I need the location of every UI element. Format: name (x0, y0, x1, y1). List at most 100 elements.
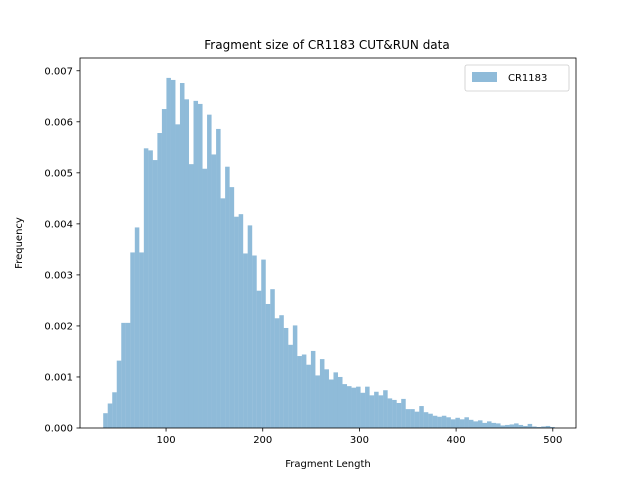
histogram-bar (198, 103, 203, 429)
histogram-bar (270, 289, 275, 428)
histogram-bar (256, 290, 262, 428)
plot-frame (79, 57, 577, 429)
histogram-bar (283, 327, 289, 428)
histogram-bar (450, 419, 456, 428)
histogram-bar (202, 168, 208, 429)
histogram-bar (414, 411, 420, 428)
histogram-bar (369, 395, 375, 428)
y-tick-label: 0.000 (44, 424, 73, 435)
histogram-bar (337, 376, 343, 428)
histogram-bar (550, 426, 555, 428)
histogram-bar (107, 403, 113, 428)
histogram-bar (468, 419, 474, 428)
histogram-bar (401, 398, 406, 428)
y-tick-label: 0.003 (44, 270, 73, 281)
x-tick-label: 400 (447, 435, 466, 446)
histogram-bar (342, 384, 348, 428)
x-tick-label: 300 (350, 435, 369, 446)
y-axis-label: Frequency (14, 217, 25, 269)
legend-swatch (472, 72, 497, 82)
histogram-bar (432, 415, 438, 428)
histogram-bar (347, 386, 352, 428)
histogram-bar (288, 344, 293, 428)
histogram-bar (188, 164, 194, 428)
histogram-bar (505, 424, 510, 428)
histogram-bar (514, 423, 519, 428)
legend-box (464, 64, 570, 92)
histogram-bar (161, 109, 167, 428)
y-axis: 0.000 0.001 0.002 0.003 0.004 0.005 0.006 0.007 (44, 66, 80, 435)
histogram-bar (143, 148, 149, 428)
histogram-bar (211, 154, 217, 428)
histogram-bar (220, 198, 226, 428)
histogram-bar (482, 422, 488, 428)
y-tick-label: 0.007 (44, 66, 73, 77)
histogram-bar (193, 100, 199, 429)
histogram-bar (234, 216, 239, 428)
histogram-bar (112, 392, 117, 428)
histogram-bar (292, 325, 298, 428)
histogram-bar (387, 398, 393, 428)
histogram-bar (374, 391, 379, 428)
histogram-bar (423, 412, 429, 428)
histogram-bar (261, 259, 266, 428)
histogram-bar (265, 303, 271, 428)
histogram-bar (279, 315, 284, 428)
histogram-bar (152, 160, 158, 428)
histogram-bar (419, 406, 424, 428)
x-axis: 100 200 300 400 500 (157, 428, 562, 446)
histogram-bar (310, 350, 316, 428)
histogram-bar (116, 360, 122, 428)
histogram-bar (527, 423, 533, 428)
histogram-bar (301, 354, 307, 428)
histogram-bar (170, 79, 176, 428)
y-tick-label: 0.002 (44, 321, 73, 332)
y-tick-label: 0.006 (44, 117, 73, 128)
histogram-bar (324, 369, 329, 428)
histogram-bar (509, 424, 515, 428)
histogram-bar (103, 413, 108, 428)
histogram-bar (541, 426, 546, 428)
histogram-bar (365, 386, 370, 428)
histogram-bar (446, 417, 451, 428)
histogram-bar (297, 356, 302, 428)
histogram-bar (383, 390, 388, 428)
histogram-bar (360, 392, 366, 428)
histogram-bar (148, 150, 153, 428)
histogram-bar (207, 114, 212, 428)
histogram-bar (243, 253, 248, 428)
histogram-bar (532, 426, 537, 428)
histogram-bar (437, 416, 442, 428)
histogram-bar (392, 399, 397, 428)
histogram-bar (247, 225, 253, 428)
histogram-bar (319, 359, 325, 428)
histogram-bar (121, 322, 126, 428)
histogram-bar (274, 318, 280, 428)
histogram-bar (500, 425, 506, 428)
histogram-bar (351, 387, 357, 428)
histogram-bar (328, 379, 334, 428)
histogram-bar (464, 417, 469, 428)
histogram-bar (545, 425, 551, 428)
histogram-bar (396, 402, 402, 428)
histogram-bar (216, 128, 221, 428)
legend: CR1183 (464, 64, 570, 92)
histogram-bar (315, 375, 320, 428)
histogram-bar (130, 252, 135, 428)
x-axis-label: Fragment Length (285, 459, 370, 470)
histogram-bar (477, 420, 483, 428)
histogram-bar (229, 187, 235, 428)
histogram-bar (410, 409, 415, 428)
y-tick-label: 0.001 (44, 372, 73, 383)
histogram-bar (184, 99, 189, 429)
histogram-bar (306, 364, 311, 428)
y-tick-label: 0.004 (44, 219, 73, 230)
histogram-bar (157, 133, 162, 428)
histogram-bar (134, 227, 140, 428)
histogram-bar (459, 419, 465, 428)
histogram-bar (428, 413, 433, 428)
x-tick-label: 500 (543, 435, 562, 446)
histogram-bar (496, 423, 501, 428)
